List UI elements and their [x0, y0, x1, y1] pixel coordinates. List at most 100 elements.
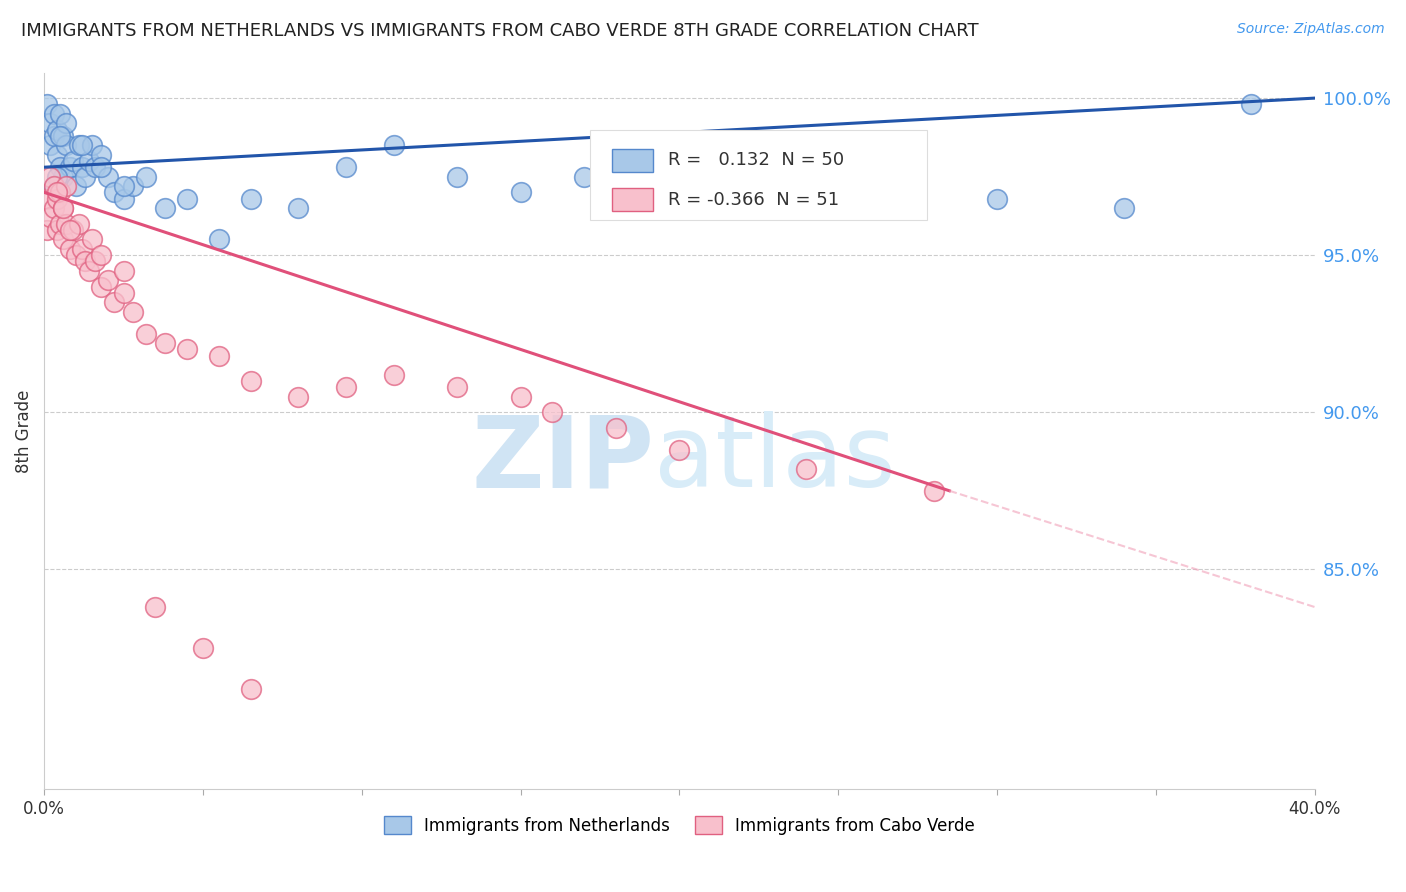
Point [37, 97, 59, 112]
Point [859, 179, 882, 194]
Point [239, 374, 262, 388]
Point [239, 192, 262, 206]
Point [112, 264, 135, 278]
Point [103, 186, 125, 200]
Point [45, 122, 67, 136]
Point [112, 285, 135, 300]
Point [509, 390, 531, 404]
Point [239, 681, 262, 696]
Point [39, 169, 62, 184]
Point [731, 186, 754, 200]
Point [42, 201, 65, 215]
Point [67, 138, 90, 153]
Point [287, 201, 309, 215]
Point [90, 248, 112, 262]
Point [49, 217, 72, 231]
Point [55, 217, 77, 231]
Text: IMMIGRANTS FROM NETHERLANDS VS IMMIGRANTS FROM CABO VERDE 8TH GRADE CORRELATION : IMMIGRANTS FROM NETHERLANDS VS IMMIGRANT… [21, 22, 979, 40]
Point [77, 264, 100, 278]
Point [55, 179, 77, 194]
Point [176, 343, 198, 357]
Point [153, 336, 176, 351]
Point [382, 368, 405, 382]
Point [52, 201, 75, 215]
Point [382, 138, 405, 153]
Point [39, 138, 62, 153]
Point [42, 179, 65, 194]
Point [986, 192, 1008, 206]
Point [42, 179, 65, 194]
Point [45, 147, 67, 161]
Point [49, 107, 72, 121]
Point [112, 179, 135, 194]
Point [1240, 97, 1263, 112]
Point [67, 217, 90, 231]
Point [58, 242, 80, 256]
Point [335, 160, 357, 174]
Point [39, 211, 62, 225]
Point [52, 201, 75, 215]
Point [62, 223, 84, 237]
Point [97, 169, 120, 184]
Point [45, 186, 67, 200]
Point [52, 128, 75, 143]
Point [58, 223, 80, 237]
Point [80, 232, 103, 246]
Text: R =   0.132  N = 50: R = 0.132 N = 50 [668, 152, 844, 169]
Point [208, 232, 231, 246]
Point [509, 186, 531, 200]
Point [62, 153, 84, 168]
Point [45, 169, 67, 184]
Point [191, 640, 214, 655]
Point [135, 326, 157, 341]
Y-axis label: 8th Grade: 8th Grade [15, 390, 32, 473]
Point [143, 600, 166, 615]
Text: Source: ZipAtlas.com: Source: ZipAtlas.com [1237, 22, 1385, 37]
Point [572, 169, 595, 184]
Point [49, 186, 72, 200]
Point [55, 138, 77, 153]
Point [77, 153, 100, 168]
Point [65, 248, 87, 262]
Text: ZIP: ZIP [471, 411, 654, 508]
Point [65, 179, 87, 194]
Point [70, 138, 93, 153]
Point [208, 349, 231, 363]
Point [45, 192, 67, 206]
Point [80, 138, 103, 153]
Point [112, 192, 135, 206]
Point [103, 295, 125, 310]
Point [122, 179, 145, 194]
FancyBboxPatch shape [591, 130, 927, 219]
Point [652, 192, 675, 206]
Text: atlas: atlas [654, 411, 896, 508]
Bar [612, 188, 652, 211]
Text: R = -0.366  N = 51: R = -0.366 N = 51 [668, 191, 839, 209]
Point [42, 128, 65, 143]
Point [176, 192, 198, 206]
Point [335, 380, 357, 394]
Point [70, 160, 93, 174]
Point [90, 160, 112, 174]
Point [49, 160, 72, 174]
Point [37, 192, 59, 206]
Point [153, 201, 176, 215]
Point [97, 273, 120, 287]
Point [446, 169, 468, 184]
Bar [612, 149, 652, 171]
Point [45, 223, 67, 237]
Point [58, 160, 80, 174]
Point [922, 483, 945, 498]
Point [42, 107, 65, 121]
Point [52, 169, 75, 184]
Point [541, 405, 564, 419]
Point [70, 242, 93, 256]
Point [52, 232, 75, 246]
Legend: Immigrants from Netherlands, Immigrants from Cabo Verde: Immigrants from Netherlands, Immigrants … [384, 816, 974, 835]
Point [668, 442, 690, 457]
Point [605, 421, 627, 435]
Point [446, 380, 468, 394]
Point [796, 462, 818, 476]
Point [90, 279, 112, 293]
Point [75, 254, 97, 268]
